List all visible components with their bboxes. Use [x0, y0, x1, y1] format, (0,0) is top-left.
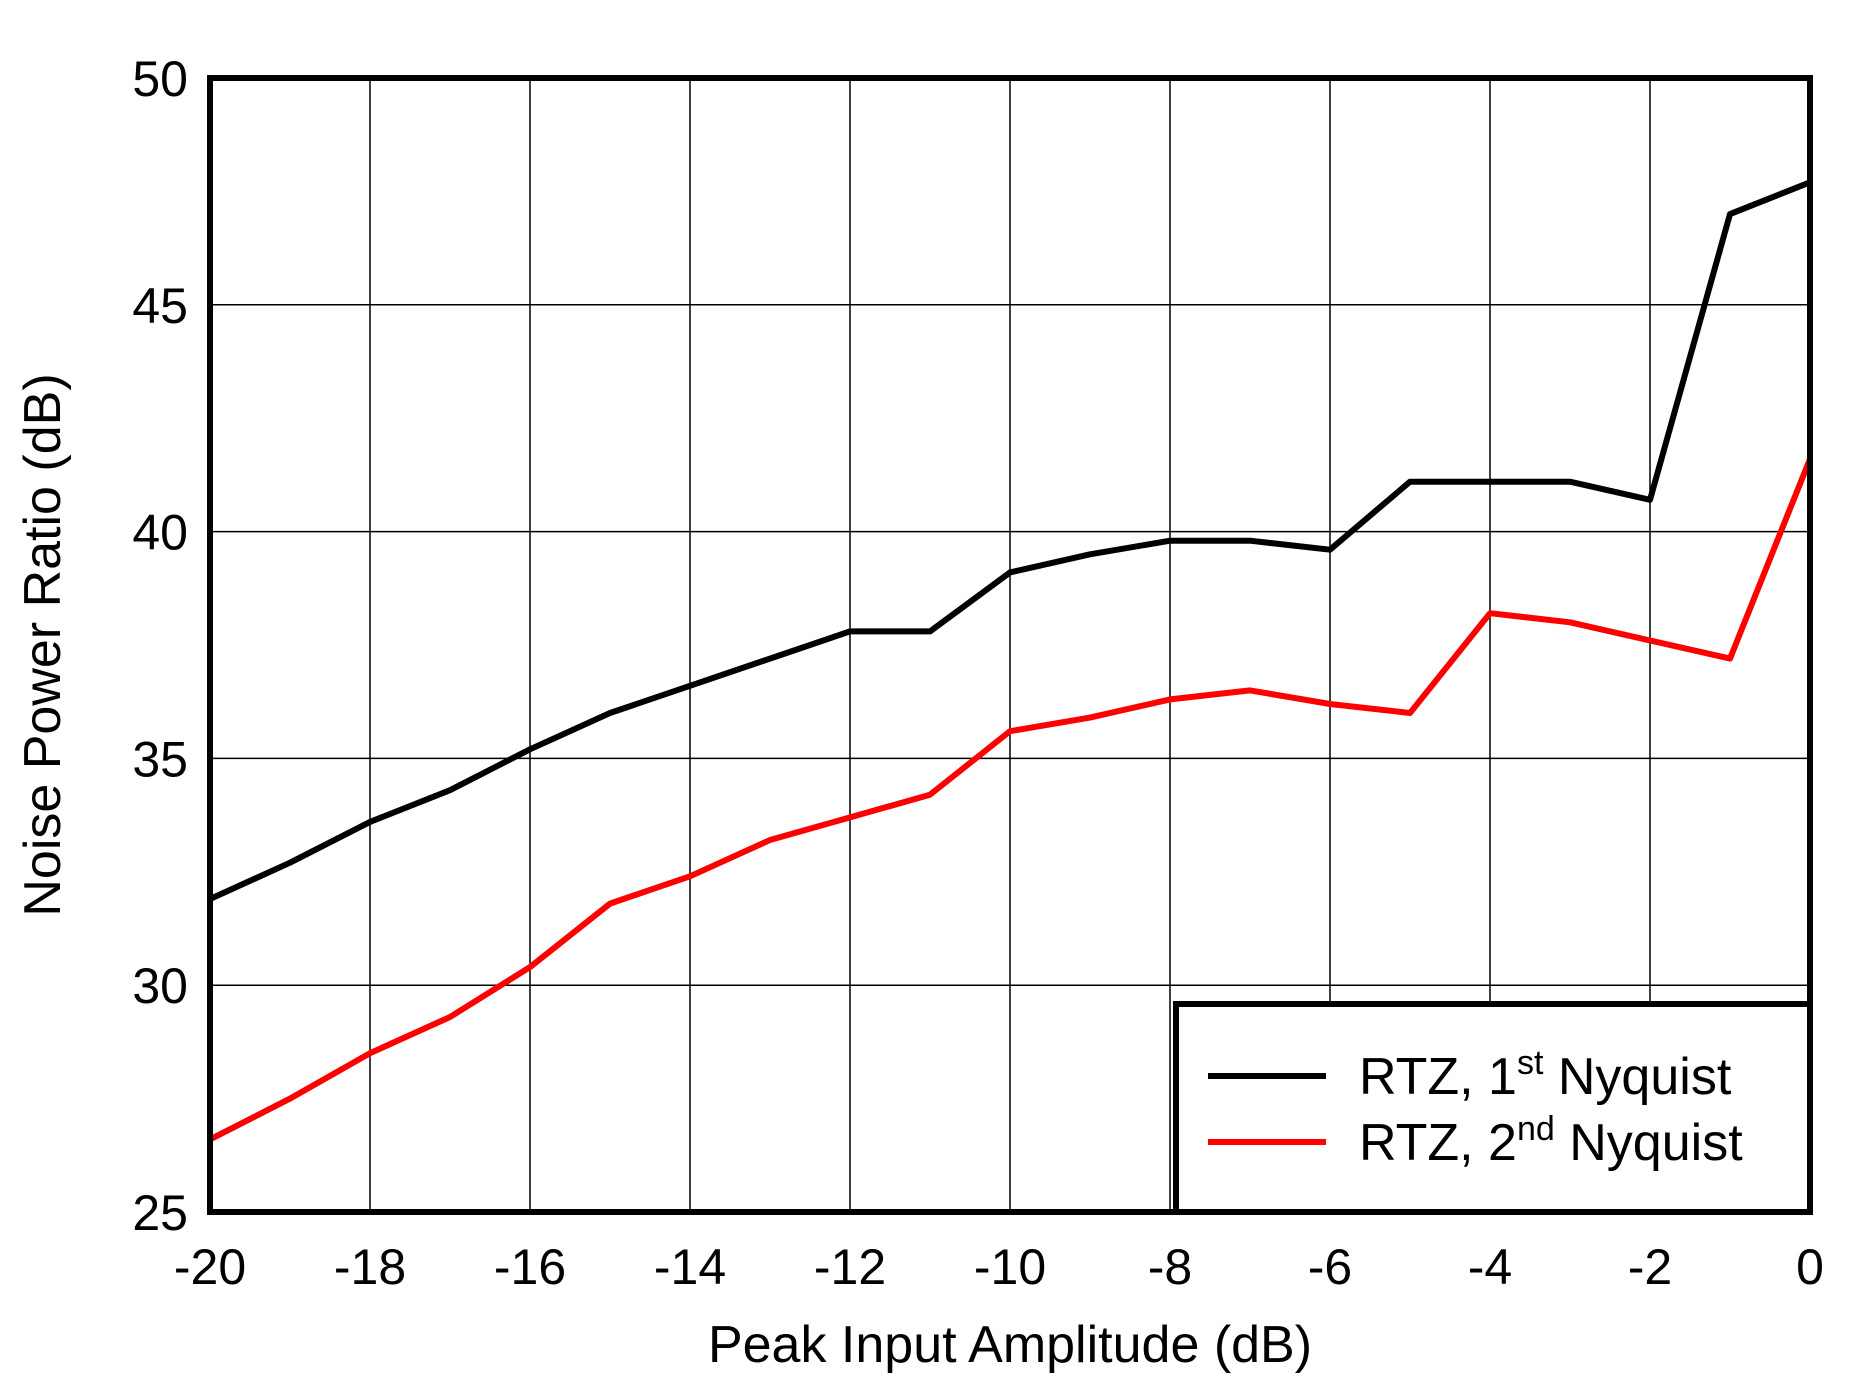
y-tick-labels: 25 30 35 40 45 50 — [132, 51, 188, 1241]
series-line-0 — [208, 179, 1812, 902]
x-tick-label: -2 — [1628, 1239, 1672, 1295]
legend-label-suffix: Nyquist — [1555, 1114, 1743, 1172]
x-tick-label: -12 — [814, 1239, 886, 1295]
x-axis-title: Peak Input Amplitude (dB) — [708, 1316, 1312, 1374]
x-tick-label: -20 — [174, 1239, 246, 1295]
legend-label-prefix: RTZ, 1 — [1359, 1048, 1517, 1106]
x-tick-label: -14 — [654, 1239, 726, 1295]
legend-label-rtz-1st-nyquist: RTZ, 1st Nyquist — [1359, 1044, 1732, 1106]
x-tick-label: -18 — [334, 1239, 406, 1295]
plot-frame — [207, 75, 1813, 1215]
x-tick-label: -10 — [974, 1239, 1046, 1295]
x-tick-label: -16 — [494, 1239, 566, 1295]
legend-box — [1173, 1001, 1813, 1215]
series-line-1 — [208, 457, 1813, 1143]
x-tick-label: -6 — [1308, 1239, 1352, 1295]
legend-label-prefix: RTZ, 2 — [1359, 1114, 1517, 1172]
y-axis-title: Noise Power Ratio (dB) — [14, 373, 72, 916]
x-tick-label: -4 — [1468, 1239, 1512, 1295]
x-tick-label: 0 — [1796, 1239, 1824, 1295]
legend-label-suffix: Nyquist — [1543, 1048, 1731, 1106]
legend-label-superscript: st — [1517, 1044, 1544, 1082]
series-lines — [208, 179, 1813, 1143]
y-tick-label: 45 — [132, 278, 188, 334]
x-tick-labels: -20 -18 -16 -14 -12 -10 -8 -6 -4 -2 0 — [174, 1239, 1824, 1295]
legend-label-rtz-2nd-nyquist: RTZ, 2nd Nyquist — [1359, 1110, 1743, 1172]
y-tick-label: 40 — [132, 505, 188, 561]
legend: RTZ, 1st Nyquist RTZ, 2nd Nyquist — [1173, 1001, 1813, 1215]
legend-label-superscript: nd — [1517, 1110, 1555, 1148]
y-tick-label: 25 — [132, 1185, 188, 1241]
y-tick-label: 50 — [132, 51, 188, 107]
y-tick-label: 35 — [132, 731, 188, 787]
y-tick-label: 30 — [132, 958, 188, 1014]
x-tick-label: -8 — [1148, 1239, 1192, 1295]
